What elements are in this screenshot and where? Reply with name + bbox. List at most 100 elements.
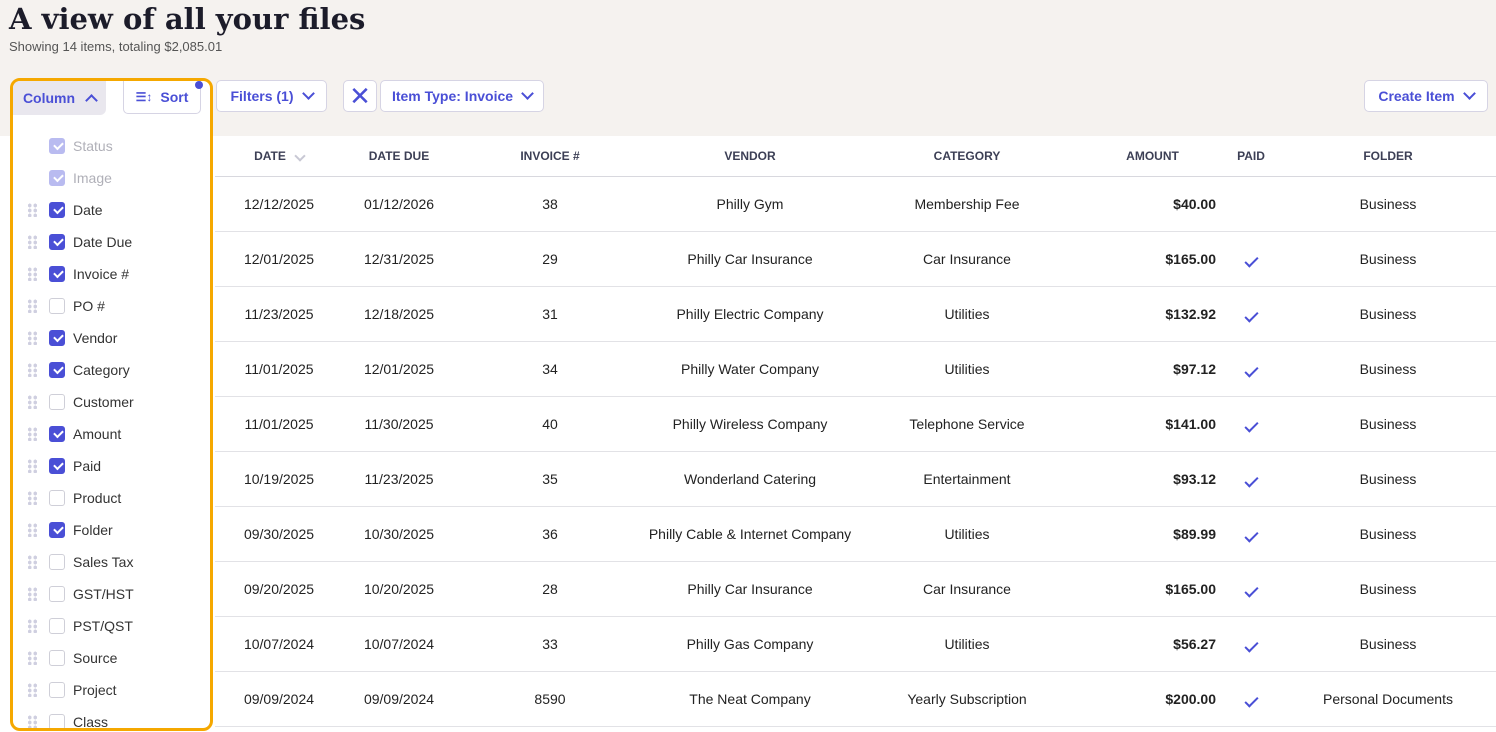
checkbox[interactable]	[49, 458, 65, 474]
checkbox[interactable]	[49, 362, 65, 378]
table-row[interactable]: 09/20/2025 10/20/2025 28 Philly Car Insuran…	[215, 561, 1496, 617]
cell-date: 09/09/2024	[215, 671, 343, 727]
column-button[interactable]: Column	[13, 81, 106, 115]
checkbox[interactable]	[49, 426, 65, 442]
column-option-label: Category	[73, 362, 130, 378]
cell-paid	[1226, 231, 1276, 287]
column-option-date-due[interactable]: Date Due	[13, 230, 203, 254]
column-header-date-due[interactable]: DATE DUE	[343, 136, 455, 177]
drag-handle-icon[interactable]	[27, 363, 38, 377]
cell-date-due: 12/18/2025	[343, 286, 455, 342]
checkbox[interactable]	[49, 394, 65, 410]
drag-handle-icon[interactable]	[27, 555, 38, 569]
checkbox[interactable]	[49, 682, 65, 698]
checkbox[interactable]	[49, 522, 65, 538]
checkbox[interactable]	[49, 650, 65, 666]
sort-desc-icon[interactable]	[294, 150, 306, 162]
table-row[interactable]: 12/12/2025 01/12/2026 38 Philly Gym Membersh…	[215, 176, 1496, 232]
clear-filter-button[interactable]: ✕	[343, 80, 377, 112]
cell-invoice: 31	[455, 286, 645, 342]
paid-check-icon	[1243, 307, 1259, 323]
create-item-button[interactable]: Create Item	[1364, 80, 1488, 112]
table-row[interactable]: 10/19/2025 11/23/2025 35 Wonderland Caterin…	[215, 451, 1496, 507]
table-row[interactable]: 10/07/2024 10/07/2024 33 Philly Gas Company…	[215, 616, 1496, 672]
drag-handle-icon[interactable]	[27, 331, 38, 345]
checkbox[interactable]	[49, 170, 65, 186]
column-option-category[interactable]: Category	[13, 358, 203, 382]
column-option-invoice[interactable]: Invoice #	[13, 262, 203, 286]
cell-paid	[1226, 616, 1276, 672]
cell-folder: Business	[1276, 561, 1496, 617]
column-option-sales-tax[interactable]: Sales Tax	[13, 550, 203, 574]
column-header-amount[interactable]: AMOUNT	[1079, 136, 1226, 177]
column-option-customer[interactable]: Customer	[13, 390, 203, 414]
column-option-date[interactable]: Date	[13, 198, 203, 222]
column-header-invoice[interactable]: INVOICE #	[455, 136, 645, 177]
column-option-label: Project	[73, 682, 117, 698]
cell-amount: $200.00	[1079, 671, 1226, 727]
column-option-label: Folder	[73, 522, 113, 538]
paid-check-icon	[1243, 527, 1259, 543]
sort-button[interactable]: ☰↕ Sort	[123, 81, 201, 114]
checkbox[interactable]	[49, 138, 65, 154]
drag-handle-icon[interactable]	[27, 395, 38, 409]
drag-handle-icon[interactable]	[27, 587, 38, 601]
item-type-filter[interactable]: Item Type: Invoice	[380, 80, 544, 112]
table-row[interactable]: 11/01/2025 11/30/2025 40 Philly Wireless Co…	[215, 396, 1496, 452]
checkbox[interactable]	[49, 234, 65, 250]
drag-handle-icon[interactable]	[27, 267, 38, 281]
table-row[interactable]: 11/23/2025 12/18/2025 31 Philly Electric Co…	[215, 286, 1496, 342]
close-icon: ✕	[349, 80, 371, 111]
checkbox[interactable]	[49, 330, 65, 346]
cell-category: Yearly Subscription	[855, 671, 1079, 727]
table-row[interactable]: 09/30/2025 10/30/2025 36 Philly Cable & Int…	[215, 506, 1496, 562]
cell-vendor: Philly Car Insurance	[645, 561, 855, 617]
drag-handle-icon[interactable]	[27, 523, 38, 537]
checkbox[interactable]	[49, 490, 65, 506]
checkbox[interactable]	[49, 554, 65, 570]
drag-handle-icon[interactable]	[27, 427, 38, 441]
column-option-image[interactable]: Image	[13, 166, 203, 190]
drag-handle-icon[interactable]	[27, 651, 38, 665]
column-option-paid[interactable]: Paid	[13, 454, 203, 478]
table-row[interactable]: 11/01/2025 12/01/2025 34 Philly Water Compa…	[215, 341, 1496, 397]
column-header-date[interactable]: DATE	[215, 136, 343, 177]
column-option-class[interactable]: Class	[13, 710, 203, 728]
drag-handle-icon[interactable]	[27, 715, 38, 728]
filters-button[interactable]: Filters (1)	[216, 80, 327, 112]
table-row[interactable]: 12/01/2025 12/31/2025 29 Philly Car Insuran…	[215, 231, 1496, 287]
drag-handle-icon[interactable]	[27, 491, 38, 505]
column-header-folder[interactable]: FOLDER	[1276, 136, 1496, 177]
column-option-status[interactable]: Status	[13, 134, 203, 158]
column-header-category[interactable]: CATEGORY	[855, 136, 1079, 177]
cell-category: Utilities	[855, 341, 1079, 397]
drag-handle-icon[interactable]	[27, 619, 38, 633]
checkbox[interactable]	[49, 714, 65, 728]
column-option-pst-qst[interactable]: PST/QST	[13, 614, 203, 638]
column-option-amount[interactable]: Amount	[13, 422, 203, 446]
drag-handle-icon[interactable]	[27, 235, 38, 249]
column-option-gst-hst[interactable]: GST/HST	[13, 582, 203, 606]
cell-category: Utilities	[855, 286, 1079, 342]
cell-date-due: 10/07/2024	[343, 616, 455, 672]
column-option-product[interactable]: Product	[13, 486, 203, 510]
checkbox[interactable]	[49, 298, 65, 314]
drag-handle-icon[interactable]	[27, 683, 38, 697]
checkbox[interactable]	[49, 618, 65, 634]
drag-handle-icon[interactable]	[27, 299, 38, 313]
column-option-po[interactable]: PO #	[13, 294, 203, 318]
checkbox[interactable]	[49, 266, 65, 282]
drag-handle-icon[interactable]	[27, 459, 38, 473]
column-option-vendor[interactable]: Vendor	[13, 326, 203, 350]
checkbox[interactable]	[49, 586, 65, 602]
table-row[interactable]: 09/09/2024 09/09/2024 8590 The Neat Company…	[215, 671, 1496, 727]
cell-amount: $89.99	[1079, 506, 1226, 562]
column-option-source[interactable]: Source	[13, 646, 203, 670]
cell-vendor: Philly Gas Company	[645, 616, 855, 672]
column-header-paid[interactable]: PAID	[1226, 136, 1276, 177]
drag-handle-icon[interactable]	[27, 203, 38, 217]
column-option-folder[interactable]: Folder	[13, 518, 203, 542]
column-header-vendor[interactable]: VENDOR	[645, 136, 855, 177]
column-option-project[interactable]: Project	[13, 678, 203, 702]
checkbox[interactable]	[49, 202, 65, 218]
